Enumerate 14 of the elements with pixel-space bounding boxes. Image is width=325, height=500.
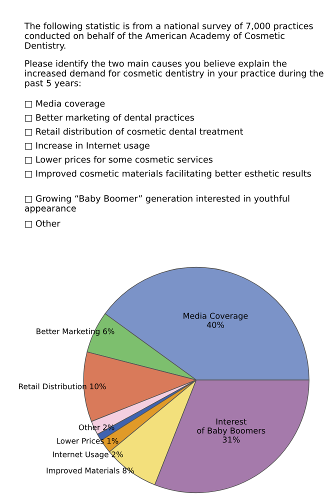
chart-title: The following statistic is from a national survey of 7,000 practices conducted on behalf of the American Academy of Cosmetic Dentistry. <box>24 22 313 51</box>
data-label: 31% <box>222 436 240 443</box>
data-label: 40% <box>206 322 224 328</box>
text: □ Media coverage <box>25 100 105 108</box>
text: □ Improved cosmetic materials facilitating better esthetic results <box>25 170 311 178</box>
text: □ Retail distribution of cosmetic dental treatment <box>25 128 244 136</box>
text: □ Growing “Baby Boomer” generation interested in youthful appearance <box>24 195 290 214</box>
text: □ Other <box>25 220 60 228</box>
slice-label: Interest of Baby Boomers <box>197 418 266 436</box>
text: □ Increase in Internet usage <box>25 142 150 150</box>
chart-subtitle: Please identify the two main causes you believe explain the increased demand for cosmetic dentistry in your practice during the past 5 years: <box>25 60 324 88</box>
text: □ Lower prices for some cosmetic services <box>25 156 213 164</box>
text: □ Better marketing of dental practices <box>25 114 194 122</box>
slice-label: Media Coverage <box>184 312 248 320</box>
